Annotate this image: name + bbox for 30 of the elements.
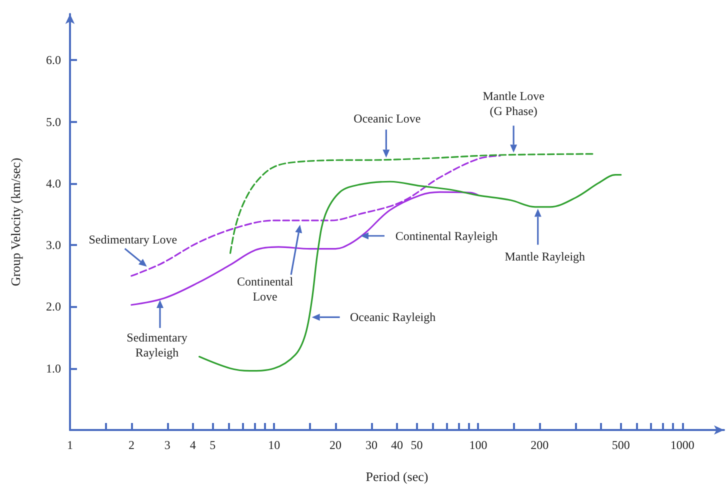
- x-tick-label: 4: [190, 438, 196, 452]
- annotation: Sedimentary Rayleigh: [126, 330, 188, 360]
- x-tick-label: 20: [330, 438, 342, 452]
- x-tick-label: 1000: [670, 438, 694, 452]
- y-tick-label: 6.0: [46, 53, 61, 68]
- annotation: Continental Rayleigh: [395, 228, 498, 243]
- annotation: Continental Love: [237, 274, 294, 304]
- x-tick-label: 200: [530, 438, 549, 452]
- x-tick-label: 10: [268, 438, 280, 452]
- y-tick-label: 4.0: [46, 176, 61, 190]
- y-tick-label: 1.0: [46, 361, 61, 376]
- x-tick-label: 40: [391, 438, 403, 452]
- x-tick-label: 3: [164, 438, 170, 452]
- annotation: Oceanic Love: [354, 112, 421, 126]
- y-axis-title: Group Velocity (km/sec): [8, 158, 23, 286]
- annotation: Mantle Rayleigh: [504, 250, 586, 264]
- annotation: Sedimentary Love: [88, 232, 178, 247]
- y-tick-label: 2.0: [46, 300, 61, 314]
- x-axis-title: Period (sec): [366, 469, 428, 484]
- x-tick-label: 1: [67, 438, 73, 452]
- y-tick-label: 5.0: [46, 114, 61, 129]
- y-tick-label: 3.0: [46, 238, 61, 252]
- x-tick-label: 30: [366, 438, 378, 452]
- x-tick-label: 500: [612, 438, 630, 452]
- annotation: Mantle Love (G Phase): [482, 89, 544, 118]
- x-tick-label: 2: [128, 438, 134, 452]
- x-tick-label: 100: [469, 438, 488, 452]
- x-tick-label: 50: [410, 438, 423, 452]
- annotation: Oceanic Rayleigh: [350, 310, 436, 324]
- x-tick-label: 5: [210, 438, 216, 452]
